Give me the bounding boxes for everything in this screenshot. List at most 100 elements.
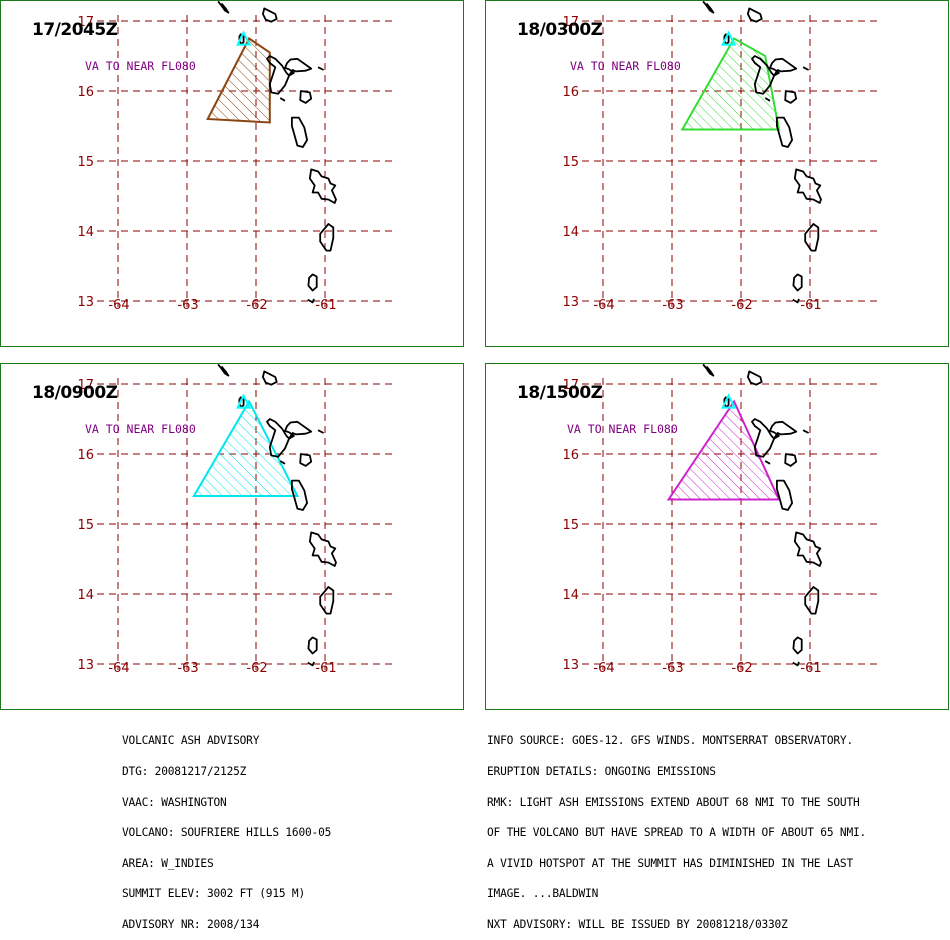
volcano-marker-icon — [235, 393, 252, 409]
longitude-label: -61 — [315, 298, 336, 313]
map-panel-1: 17 16 15 14 13 -64 -63 -62 -61 17/2045Z VA TO NEAR… — [0, 0, 464, 347]
ash-cloud-polygon — [206, 37, 271, 124]
longitude-label: -62 — [731, 298, 752, 313]
latitude-label: 14 — [562, 588, 579, 603]
les-saintes-coast — [279, 460, 286, 465]
martinique-coast — [308, 168, 337, 204]
martinique-coast — [308, 531, 337, 567]
map-panel-2: 17 16 15 14 13 -64 -63 -62 -61 18/0300Z VA TO NEAR… — [485, 0, 949, 347]
desirade-coast — [802, 66, 810, 71]
latitude-label: 16 — [562, 85, 579, 100]
st-vincent-coast — [307, 636, 318, 655]
longitude-label: -61 — [800, 298, 821, 313]
desirade-coast — [317, 429, 325, 434]
dominica-coast — [290, 116, 309, 148]
longitude-label: -63 — [177, 298, 198, 313]
les-saintes-coast — [279, 97, 286, 102]
latitude-label: 16 — [77, 448, 94, 463]
marie-galante-coast — [299, 90, 313, 104]
bequia-coast — [307, 661, 315, 667]
longitude-label: -64 — [593, 661, 614, 676]
longitude-label: -64 — [593, 298, 614, 313]
longitude-label: -63 — [662, 298, 683, 313]
longitude-label: -63 — [662, 661, 683, 676]
desirade-coast — [317, 66, 325, 71]
desirade-coast — [802, 429, 810, 434]
antigua-coast — [746, 7, 763, 23]
latitude-label: 15 — [77, 155, 94, 170]
latitude-label: 14 — [77, 225, 94, 240]
latitude-label: 17 — [77, 15, 94, 30]
panel-time-label: 18/1500Z — [517, 383, 603, 403]
ash-height-label: VA TO NEAR FL080 — [570, 59, 681, 73]
advisory-line: VOLCANIC ASH ADVISORY — [122, 734, 260, 748]
ash-cloud-polygon — [680, 37, 781, 131]
longitude-label: -62 — [731, 661, 752, 676]
map-panel-4: 17 16 15 14 13 -64 -63 -62 -61 18/1500Z VA TO NEAR… — [485, 363, 949, 710]
longitude-label: -63 — [177, 661, 198, 676]
st-vincent-coast — [792, 273, 803, 292]
marie-galante-coast — [784, 90, 798, 104]
advisory-remarks-block: INFO SOURCE: GOES-12. GFS WINDS. MONTSER… — [487, 716, 866, 940]
map-panel-3: 17 16 15 14 13 -64 -63 -62 -61 18/0900Z VA TO NEAR… — [0, 363, 464, 710]
remarks-line: A VIVID HOTSPOT AT THE SUMMIT HAS DIMINI… — [487, 856, 853, 870]
martinique-coast — [793, 531, 822, 567]
longitude-label: -64 — [108, 298, 129, 313]
guadeloupe-coast — [751, 55, 798, 95]
longitude-label: -62 — [246, 298, 267, 313]
guadeloupe-coast — [266, 55, 313, 95]
map-svg: 17 16 15 14 13 -64 -63 -62 -61 — [77, 364, 395, 676]
st-vincent-coast — [792, 636, 803, 655]
ash-cloud-polygon — [192, 399, 300, 497]
latitude-label: 16 — [77, 85, 94, 100]
guadeloupe-coast — [266, 418, 313, 458]
antigua-coast — [261, 370, 278, 386]
st-lucia-coast — [804, 223, 820, 252]
map-svg: 17 16 15 14 13 -64 -63 -62 -61 — [562, 364, 880, 676]
remarks-line: RMK: LIGHT ASH EMISSIONS EXTEND ABOUT 68… — [487, 795, 860, 809]
bequia-coast — [792, 298, 800, 304]
latitude-label: 13 — [77, 658, 94, 673]
marie-galante-coast — [784, 453, 798, 467]
st-kitts-coast — [702, 1, 715, 14]
longitude-label: -62 — [246, 661, 267, 676]
panel-time-label: 18/0900Z — [32, 383, 118, 403]
dominica-coast — [775, 116, 794, 148]
advisory-line: SUMMIT ELEV: 3002 FT (915 M) — [122, 887, 305, 901]
advisory-line: DTG: 20081217/2125Z — [122, 765, 247, 778]
antigua-coast — [261, 7, 278, 23]
les-saintes-coast — [764, 460, 771, 465]
advisory-line: AREA: W_INDIES — [122, 856, 214, 870]
map-svg: 17 16 15 14 13 -64 -63 -62 -61 — [77, 1, 395, 313]
antigua-coast — [746, 370, 763, 386]
latitude-label: 14 — [562, 225, 579, 240]
les-saintes-coast — [764, 97, 771, 102]
remarks-line: IMAGE. ...BALDWIN — [487, 887, 599, 901]
ash-height-label: VA TO NEAR FL080 — [567, 422, 678, 436]
latitude-label: 16 — [562, 448, 579, 463]
volcano-marker-icon — [235, 30, 252, 46]
longitude-label: -64 — [108, 661, 129, 676]
remarks-line: OF THE VOLCANO BUT HAVE SPREAD TO A WIDT… — [487, 826, 867, 840]
longitude-label: -61 — [315, 661, 336, 676]
latitude-label: 13 — [77, 295, 94, 310]
st-vincent-coast — [307, 273, 318, 292]
latitude-label: 15 — [562, 518, 579, 533]
advisory-line: VOLCANO: SOUFRIERE HILLS 1600-05 — [122, 826, 332, 840]
latitude-label: 13 — [562, 295, 579, 310]
latitude-label: 17 — [562, 15, 579, 30]
dominica-coast — [775, 479, 794, 511]
marie-galante-coast — [299, 453, 313, 467]
latitude-label: 17 — [562, 378, 579, 393]
advisory-line: ADVISORY NR: 2008/134 — [122, 917, 260, 931]
dominica-coast — [290, 479, 309, 511]
bequia-coast — [307, 298, 315, 304]
latitude-label: 13 — [562, 658, 579, 673]
st-kitts-coast — [702, 364, 715, 377]
ash-height-label: VA TO NEAR FL080 — [85, 59, 196, 73]
st-kitts-coast — [217, 364, 230, 377]
volcano-marker-icon — [720, 30, 737, 46]
st-lucia-coast — [804, 586, 820, 615]
latitude-label: 15 — [562, 155, 579, 170]
guadeloupe-coast — [751, 418, 798, 458]
